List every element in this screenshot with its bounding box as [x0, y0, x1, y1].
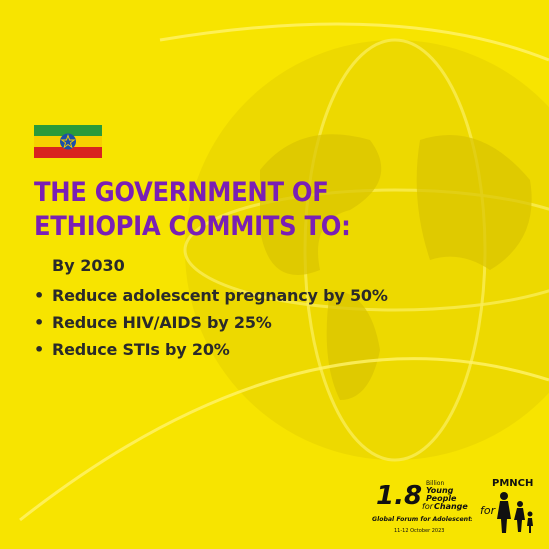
- headline-line: ETHIOPIA COMMITS TO:: [34, 211, 351, 242]
- forum-word: for: [422, 502, 434, 511]
- commitment: Reduce adolescent pregnancy by 50%: [34, 282, 388, 309]
- ethiopia-flag: [34, 125, 102, 158]
- forum-word: People: [426, 494, 457, 503]
- forum-word: Young: [426, 486, 454, 495]
- headline: THE GOVERNMENT OF ETHIOPIA COMMITS TO:: [34, 176, 351, 244]
- commitment: Reduce HIV/AIDS by 25%: [34, 309, 388, 336]
- partner-name: PMNCH: [492, 478, 533, 489]
- forum-dates: 11-12 October 2023: [394, 528, 444, 534]
- commitment-list: Reduce adolescent pregnancy by 50% Reduc…: [34, 282, 388, 363]
- forum-logo: 1.8 Billion Young People for Change Glob…: [372, 480, 472, 534]
- forum-number: 1.8: [376, 481, 422, 511]
- forum-word: Change: [434, 502, 468, 511]
- forum-word: Billion: [426, 480, 444, 487]
- forum-event: Global Forum for Adolescents '23: [372, 515, 472, 523]
- intro: By 2030: [52, 256, 125, 275]
- commitment: Reduce STIs by 20%: [34, 336, 388, 363]
- partner-logo: PMNCH for: [480, 478, 533, 533]
- partner-for: for: [480, 504, 497, 517]
- headline-line: THE GOVERNMENT OF: [34, 177, 329, 208]
